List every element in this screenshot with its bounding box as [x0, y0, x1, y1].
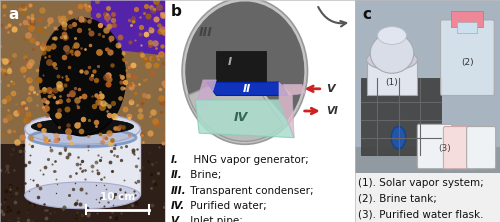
Ellipse shape	[370, 33, 414, 73]
Polygon shape	[196, 80, 216, 111]
FancyBboxPatch shape	[366, 60, 418, 95]
Text: Transparent condenser;: Transparent condenser;	[187, 186, 314, 196]
Text: V: V	[326, 84, 335, 94]
FancyBboxPatch shape	[466, 127, 496, 169]
Ellipse shape	[32, 119, 134, 134]
Ellipse shape	[378, 27, 406, 44]
FancyBboxPatch shape	[102, 0, 165, 40]
Circle shape	[40, 18, 126, 133]
Text: (3). Purified water flask.: (3). Purified water flask.	[358, 210, 484, 220]
Text: Inlet pipe;: Inlet pipe;	[187, 216, 242, 222]
Wedge shape	[188, 71, 284, 141]
Ellipse shape	[25, 113, 140, 144]
Polygon shape	[283, 84, 306, 95]
Text: 10 cm: 10 cm	[100, 192, 135, 202]
FancyBboxPatch shape	[456, 22, 477, 33]
Text: IV: IV	[234, 111, 248, 124]
Text: VI: VI	[326, 106, 338, 116]
Text: III: III	[199, 26, 213, 39]
Text: II.: II.	[170, 170, 182, 180]
FancyBboxPatch shape	[450, 11, 482, 27]
Polygon shape	[91, 0, 165, 56]
Polygon shape	[279, 82, 294, 138]
Text: II: II	[242, 84, 251, 94]
Text: (3): (3)	[438, 144, 452, 153]
FancyBboxPatch shape	[361, 78, 440, 155]
Text: IV.: IV.	[170, 201, 185, 211]
Text: b: b	[170, 4, 181, 20]
FancyBboxPatch shape	[355, 173, 500, 222]
FancyBboxPatch shape	[25, 129, 140, 195]
FancyBboxPatch shape	[355, 147, 500, 173]
Circle shape	[39, 19, 126, 137]
Text: (1): (1)	[386, 78, 398, 87]
FancyBboxPatch shape	[216, 51, 266, 84]
Circle shape	[391, 127, 406, 149]
Ellipse shape	[29, 127, 136, 149]
Text: V.: V.	[170, 216, 181, 222]
Circle shape	[182, 0, 308, 144]
FancyBboxPatch shape	[440, 20, 494, 95]
Wedge shape	[185, 2, 304, 120]
FancyBboxPatch shape	[444, 127, 476, 169]
Polygon shape	[207, 82, 288, 95]
Text: III.: III.	[170, 186, 186, 196]
Text: Purified water;: Purified water;	[187, 201, 266, 211]
Text: HNG vapor generator;: HNG vapor generator;	[187, 155, 308, 165]
Text: (2). Brine tank;: (2). Brine tank;	[358, 194, 437, 204]
Polygon shape	[196, 100, 294, 138]
Text: (2): (2)	[461, 58, 473, 67]
Text: Brine;: Brine;	[187, 170, 221, 180]
Text: c: c	[362, 7, 371, 22]
FancyBboxPatch shape	[0, 144, 165, 222]
Text: I.: I.	[170, 155, 178, 165]
Ellipse shape	[25, 182, 140, 209]
Text: a: a	[8, 7, 18, 22]
FancyBboxPatch shape	[418, 124, 452, 169]
FancyBboxPatch shape	[355, 0, 500, 173]
Text: (1). Solar vapor system;: (1). Solar vapor system;	[358, 178, 484, 188]
FancyBboxPatch shape	[0, 0, 165, 144]
Text: I: I	[228, 57, 232, 67]
Ellipse shape	[366, 50, 418, 70]
